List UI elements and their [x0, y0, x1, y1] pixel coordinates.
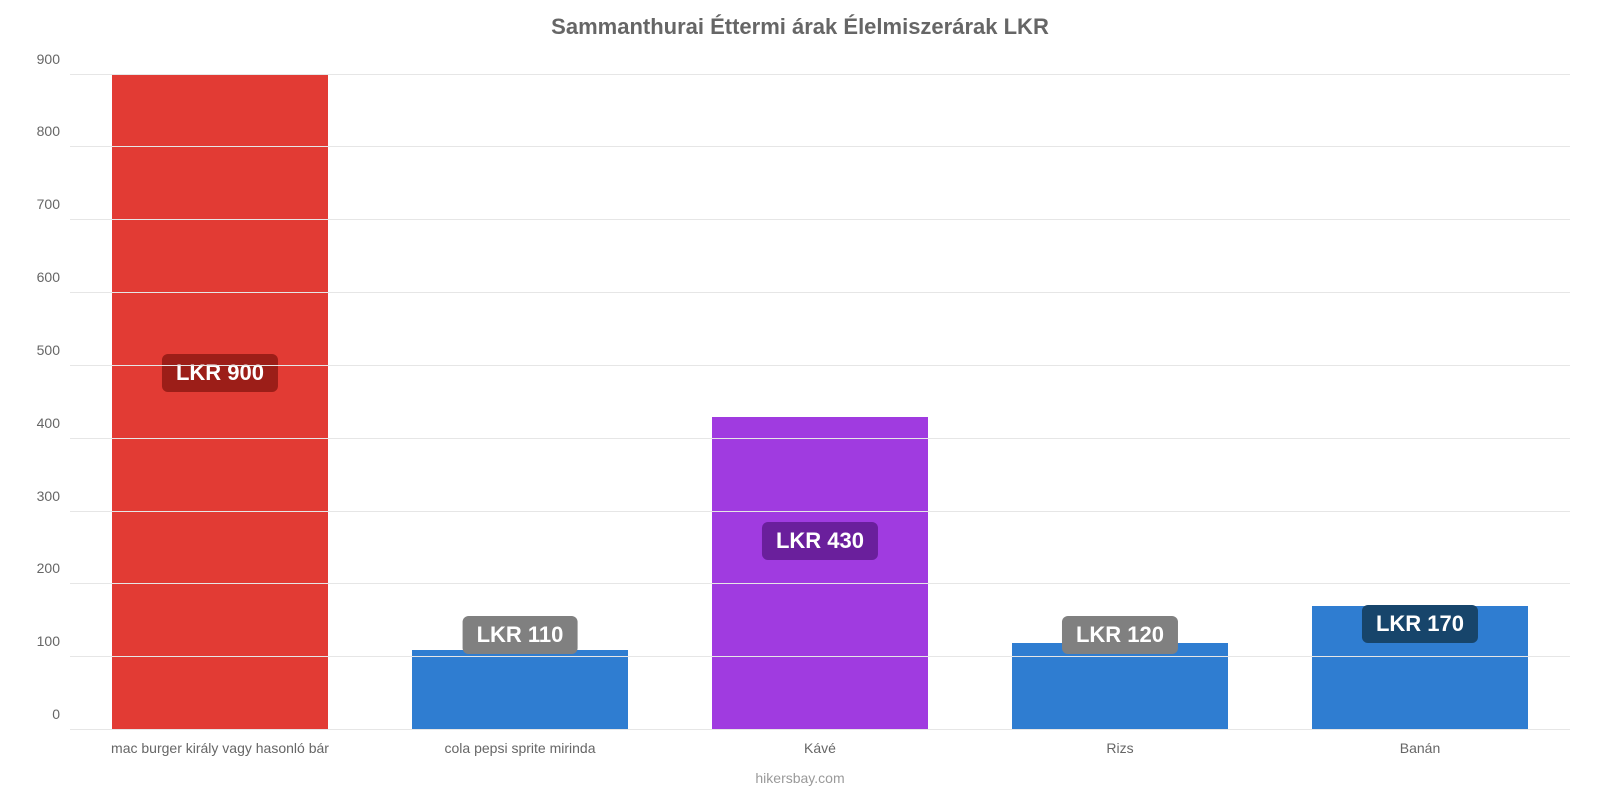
gridline	[70, 511, 1570, 512]
y-tick-label: 200	[37, 560, 60, 576]
value-badge: LKR 900	[162, 354, 278, 392]
y-tick-label: 300	[37, 488, 60, 504]
gridline	[70, 292, 1570, 293]
y-tick-label: 600	[37, 269, 60, 285]
gridline	[70, 583, 1570, 584]
bar-slot: LKR 110cola pepsi sprite mirinda	[370, 60, 670, 730]
x-category-label: mac burger király vagy hasonló bár	[111, 740, 329, 756]
x-category-label: Kávé	[804, 740, 836, 756]
chart-title: Sammanthurai Éttermi árak Élelmiszerárak…	[0, 14, 1600, 40]
value-badge: LKR 430	[762, 522, 878, 560]
y-tick-label: 400	[37, 415, 60, 431]
y-tick-label: 100	[37, 633, 60, 649]
y-tick-label: 500	[37, 342, 60, 358]
source-caption: hikersbay.com	[0, 770, 1600, 786]
chart-container: Sammanthurai Éttermi árak Élelmiszerárak…	[0, 0, 1600, 800]
x-category-label: Banán	[1400, 740, 1440, 756]
gridline	[70, 219, 1570, 220]
gridline	[70, 365, 1570, 366]
gridline	[70, 729, 1570, 730]
bar-slot: LKR 170Banán	[1270, 60, 1570, 730]
y-tick-label: 0	[52, 706, 60, 722]
value-badge: LKR 120	[1062, 616, 1178, 654]
y-tick-label: 800	[37, 123, 60, 139]
plot-area: LKR 900mac burger király vagy hasonló bá…	[70, 60, 1570, 730]
bar	[412, 650, 628, 730]
gridline	[70, 656, 1570, 657]
bar-slot: LKR 900mac burger király vagy hasonló bá…	[70, 60, 370, 730]
bar	[112, 75, 328, 730]
gridline	[70, 146, 1570, 147]
value-badge: LKR 110	[463, 616, 578, 654]
value-badge: LKR 170	[1362, 605, 1478, 643]
bar-slot: LKR 120Rizs	[970, 60, 1270, 730]
y-tick-label: 700	[37, 196, 60, 212]
y-tick-label: 900	[37, 51, 60, 67]
gridline	[70, 74, 1570, 75]
x-category-label: Rizs	[1106, 740, 1133, 756]
bar	[712, 417, 928, 730]
x-category-label: cola pepsi sprite mirinda	[445, 740, 596, 756]
bars-container: LKR 900mac burger király vagy hasonló bá…	[70, 60, 1570, 730]
bar-slot: LKR 430Kávé	[670, 60, 970, 730]
gridline	[70, 438, 1570, 439]
